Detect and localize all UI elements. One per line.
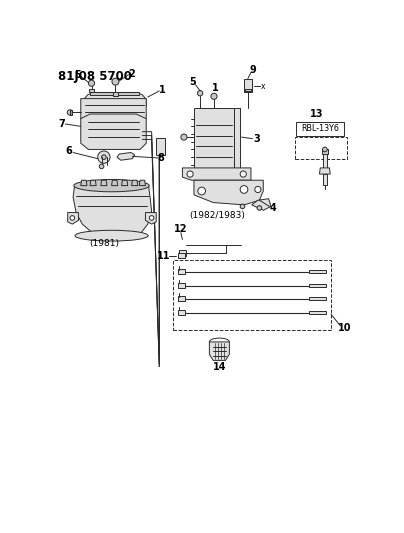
Bar <box>90 92 139 95</box>
Bar <box>156 138 166 155</box>
Ellipse shape <box>75 230 148 241</box>
Circle shape <box>322 147 327 152</box>
Text: 3: 3 <box>254 134 261 144</box>
Bar <box>178 269 185 274</box>
Bar <box>309 297 326 301</box>
Bar <box>70 110 72 115</box>
Bar <box>322 149 328 154</box>
Circle shape <box>101 155 106 159</box>
Polygon shape <box>81 114 146 149</box>
Circle shape <box>240 204 245 209</box>
Bar <box>297 122 344 135</box>
Circle shape <box>112 78 119 85</box>
Circle shape <box>198 187 206 195</box>
Text: 10: 10 <box>338 323 351 333</box>
Circle shape <box>181 134 187 140</box>
Circle shape <box>257 206 262 210</box>
Polygon shape <box>209 342 229 360</box>
Text: 6: 6 <box>65 146 72 156</box>
Text: x: x <box>261 82 265 91</box>
Bar <box>113 92 118 95</box>
Polygon shape <box>183 168 251 180</box>
Text: (1982/1983): (1982/1983) <box>189 211 245 220</box>
Text: (1981): (1981) <box>89 239 119 248</box>
Circle shape <box>255 187 261 192</box>
Polygon shape <box>117 152 135 160</box>
Bar <box>178 282 185 288</box>
Circle shape <box>211 93 217 99</box>
Circle shape <box>198 91 203 96</box>
Bar <box>173 260 331 329</box>
Ellipse shape <box>74 180 149 192</box>
Bar <box>295 137 347 159</box>
Bar <box>179 251 186 256</box>
Polygon shape <box>234 108 240 168</box>
Text: 1: 1 <box>159 85 166 95</box>
Text: 13: 13 <box>310 109 324 119</box>
Bar <box>178 253 185 258</box>
Polygon shape <box>90 180 96 185</box>
Bar <box>309 284 326 287</box>
Polygon shape <box>73 185 152 237</box>
Polygon shape <box>194 180 263 205</box>
Polygon shape <box>252 199 271 210</box>
Circle shape <box>70 216 75 220</box>
Text: 8: 8 <box>158 153 164 163</box>
Text: 2: 2 <box>128 69 135 79</box>
Circle shape <box>240 185 248 193</box>
Bar <box>322 174 327 185</box>
Polygon shape <box>122 180 128 185</box>
Polygon shape <box>101 180 107 185</box>
Polygon shape <box>84 92 146 106</box>
Text: 4: 4 <box>269 203 276 213</box>
Text: 14: 14 <box>213 361 226 372</box>
Circle shape <box>67 110 73 115</box>
Text: RBL-13Y6: RBL-13Y6 <box>301 124 339 133</box>
Polygon shape <box>132 180 138 185</box>
Circle shape <box>187 171 193 177</box>
Polygon shape <box>81 180 87 185</box>
Circle shape <box>240 171 246 177</box>
Bar <box>309 311 326 314</box>
Circle shape <box>99 164 104 168</box>
Text: 12: 12 <box>174 224 187 234</box>
Text: 7: 7 <box>58 119 65 129</box>
Bar <box>194 108 234 168</box>
Circle shape <box>149 216 154 220</box>
Polygon shape <box>112 180 118 185</box>
Bar <box>309 270 326 273</box>
Bar <box>245 88 251 91</box>
Text: 81J08 5700: 81J08 5700 <box>58 70 132 83</box>
Polygon shape <box>68 213 78 224</box>
Text: 1: 1 <box>212 83 219 93</box>
Bar <box>244 78 252 92</box>
Bar <box>89 90 94 92</box>
Bar <box>322 154 327 168</box>
Circle shape <box>98 151 110 163</box>
Text: 11: 11 <box>157 251 170 261</box>
Polygon shape <box>81 99 146 123</box>
Polygon shape <box>139 180 145 185</box>
Bar <box>178 296 185 301</box>
Text: 5: 5 <box>189 77 196 87</box>
Bar <box>178 310 185 315</box>
Circle shape <box>88 80 95 86</box>
Text: 9: 9 <box>249 65 256 75</box>
Text: 5: 5 <box>74 70 81 80</box>
Polygon shape <box>145 213 156 224</box>
Polygon shape <box>320 168 330 174</box>
